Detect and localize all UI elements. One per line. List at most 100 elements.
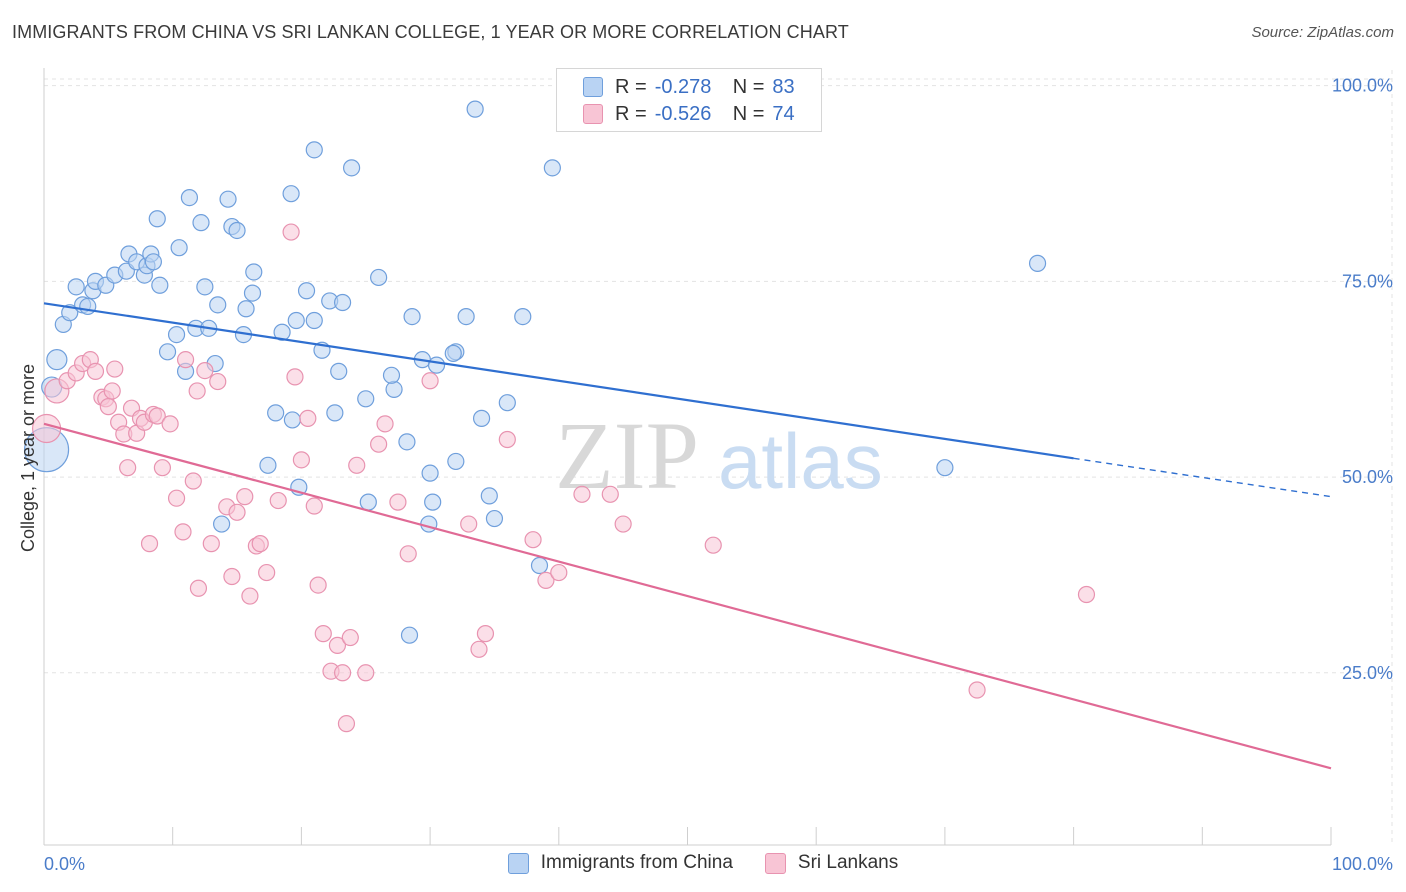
series-legend: Immigrants from China Sri Lankans — [0, 852, 1406, 874]
srilankan-point — [348, 456, 366, 474]
china-point — [333, 293, 352, 312]
china-point — [420, 515, 438, 533]
china-point — [498, 394, 516, 412]
y-tick-label-25: 25.0% — [1342, 663, 1393, 683]
china-point — [259, 456, 277, 474]
legend-item-srilankan[interactable]: Sri Lankans — [764, 852, 899, 874]
srilankan-point — [282, 223, 300, 241]
srilankan-point — [236, 488, 254, 506]
china-point — [1028, 254, 1047, 272]
srilankan-point — [1077, 585, 1096, 604]
y-tick-label-50: 50.0% — [1342, 467, 1393, 487]
china-point — [514, 307, 532, 326]
x-tick-label-0: 0.0% — [44, 854, 85, 874]
china-point — [243, 284, 262, 302]
legend-label-srilankan: Sri Lankans — [797, 852, 899, 873]
legend-swatch-srilankan — [583, 104, 603, 124]
y-tick-label-75: 75.0% — [1342, 271, 1393, 291]
srilankan-point — [286, 368, 304, 386]
legend-label-china: Immigrants from China — [540, 852, 733, 873]
srilankan-point — [161, 415, 179, 433]
legend-r-label: R = — [615, 75, 647, 98]
srilankan-point — [337, 715, 356, 733]
china-point — [237, 300, 255, 318]
china-point — [144, 253, 162, 271]
trend-line-china — [43, 302, 1074, 460]
srilankan-point — [86, 362, 105, 380]
china-point — [370, 268, 388, 287]
china-point — [485, 509, 504, 528]
legend-n-value: 83 — [772, 75, 795, 98]
srilankan-point — [188, 382, 206, 400]
china-point — [297, 282, 316, 300]
srilankan-point — [251, 535, 269, 553]
china-point — [282, 185, 300, 203]
legend-swatch-srilankan — [764, 852, 786, 874]
china-point — [543, 159, 561, 177]
srilankan-point — [184, 472, 202, 490]
china-point — [357, 390, 375, 408]
srilankan-point — [476, 625, 495, 643]
china-point — [219, 190, 237, 208]
srilankan-point — [305, 497, 323, 515]
srilankan-point — [498, 430, 516, 449]
china-point — [359, 493, 377, 511]
china-point — [180, 189, 199, 207]
china-point — [158, 343, 177, 361]
china-point — [472, 409, 491, 427]
legend-r-label: R = — [615, 102, 647, 125]
srilankan-point — [209, 372, 227, 391]
srilankan-point — [223, 567, 241, 586]
china-point — [192, 214, 210, 232]
china-point — [148, 210, 166, 228]
china-point — [444, 344, 462, 362]
srilankan-point — [153, 459, 172, 477]
china-point — [267, 404, 285, 422]
srilankan-point — [314, 625, 332, 643]
china-point — [403, 307, 421, 326]
china-point — [67, 278, 85, 296]
srilankan-point — [573, 485, 591, 503]
srilankan-point — [241, 587, 259, 605]
y-tick-label-100: 100.0% — [1332, 76, 1393, 96]
trend-lines — [43, 302, 1332, 770]
china-point — [342, 159, 361, 177]
series-srilankan-points — [31, 223, 1096, 733]
srilankan-point — [389, 493, 407, 511]
source-credit: Source: ZipAtlas.com — [1251, 24, 1394, 41]
china-point — [530, 556, 549, 575]
legend-item-china[interactable]: Immigrants from China — [507, 852, 733, 874]
srilankan-point — [968, 681, 986, 699]
srilankan-point — [370, 435, 388, 453]
grid-lines — [44, 70, 1393, 845]
legend-row-srilankan: R = -0.526 N = 74 — [583, 101, 795, 127]
china-point — [196, 278, 214, 296]
china-point — [213, 515, 231, 533]
srilankan-point — [299, 409, 317, 427]
china-point — [46, 349, 68, 371]
china-point — [457, 307, 475, 326]
china-point — [305, 311, 323, 330]
legend-n-value: 74 — [772, 102, 795, 125]
china-point — [283, 411, 301, 429]
chart-title: IMMIGRANTS FROM CHINA VS SRI LANKAN COLL… — [12, 22, 849, 42]
china-point — [167, 325, 186, 344]
china-point — [151, 276, 169, 294]
china-point — [382, 366, 401, 384]
china-point — [447, 452, 465, 471]
srilankan-point — [550, 563, 568, 582]
china-point — [398, 433, 416, 451]
srilankan-point — [167, 489, 186, 507]
trend-line-srilankan — [43, 422, 1332, 770]
srilankan-point — [357, 664, 375, 682]
srilankan-point — [704, 536, 722, 554]
china-point — [400, 626, 419, 644]
srilankan-point — [99, 398, 117, 416]
srilankan-point — [202, 535, 220, 553]
legend-r-value: -0.526 — [654, 102, 712, 125]
china-point — [936, 459, 954, 477]
srilankan-point — [148, 407, 166, 425]
correlation-legend: R = -0.278 N = 83 R = -0.526 N = 74 — [556, 68, 822, 132]
srilankan-point — [119, 459, 137, 477]
